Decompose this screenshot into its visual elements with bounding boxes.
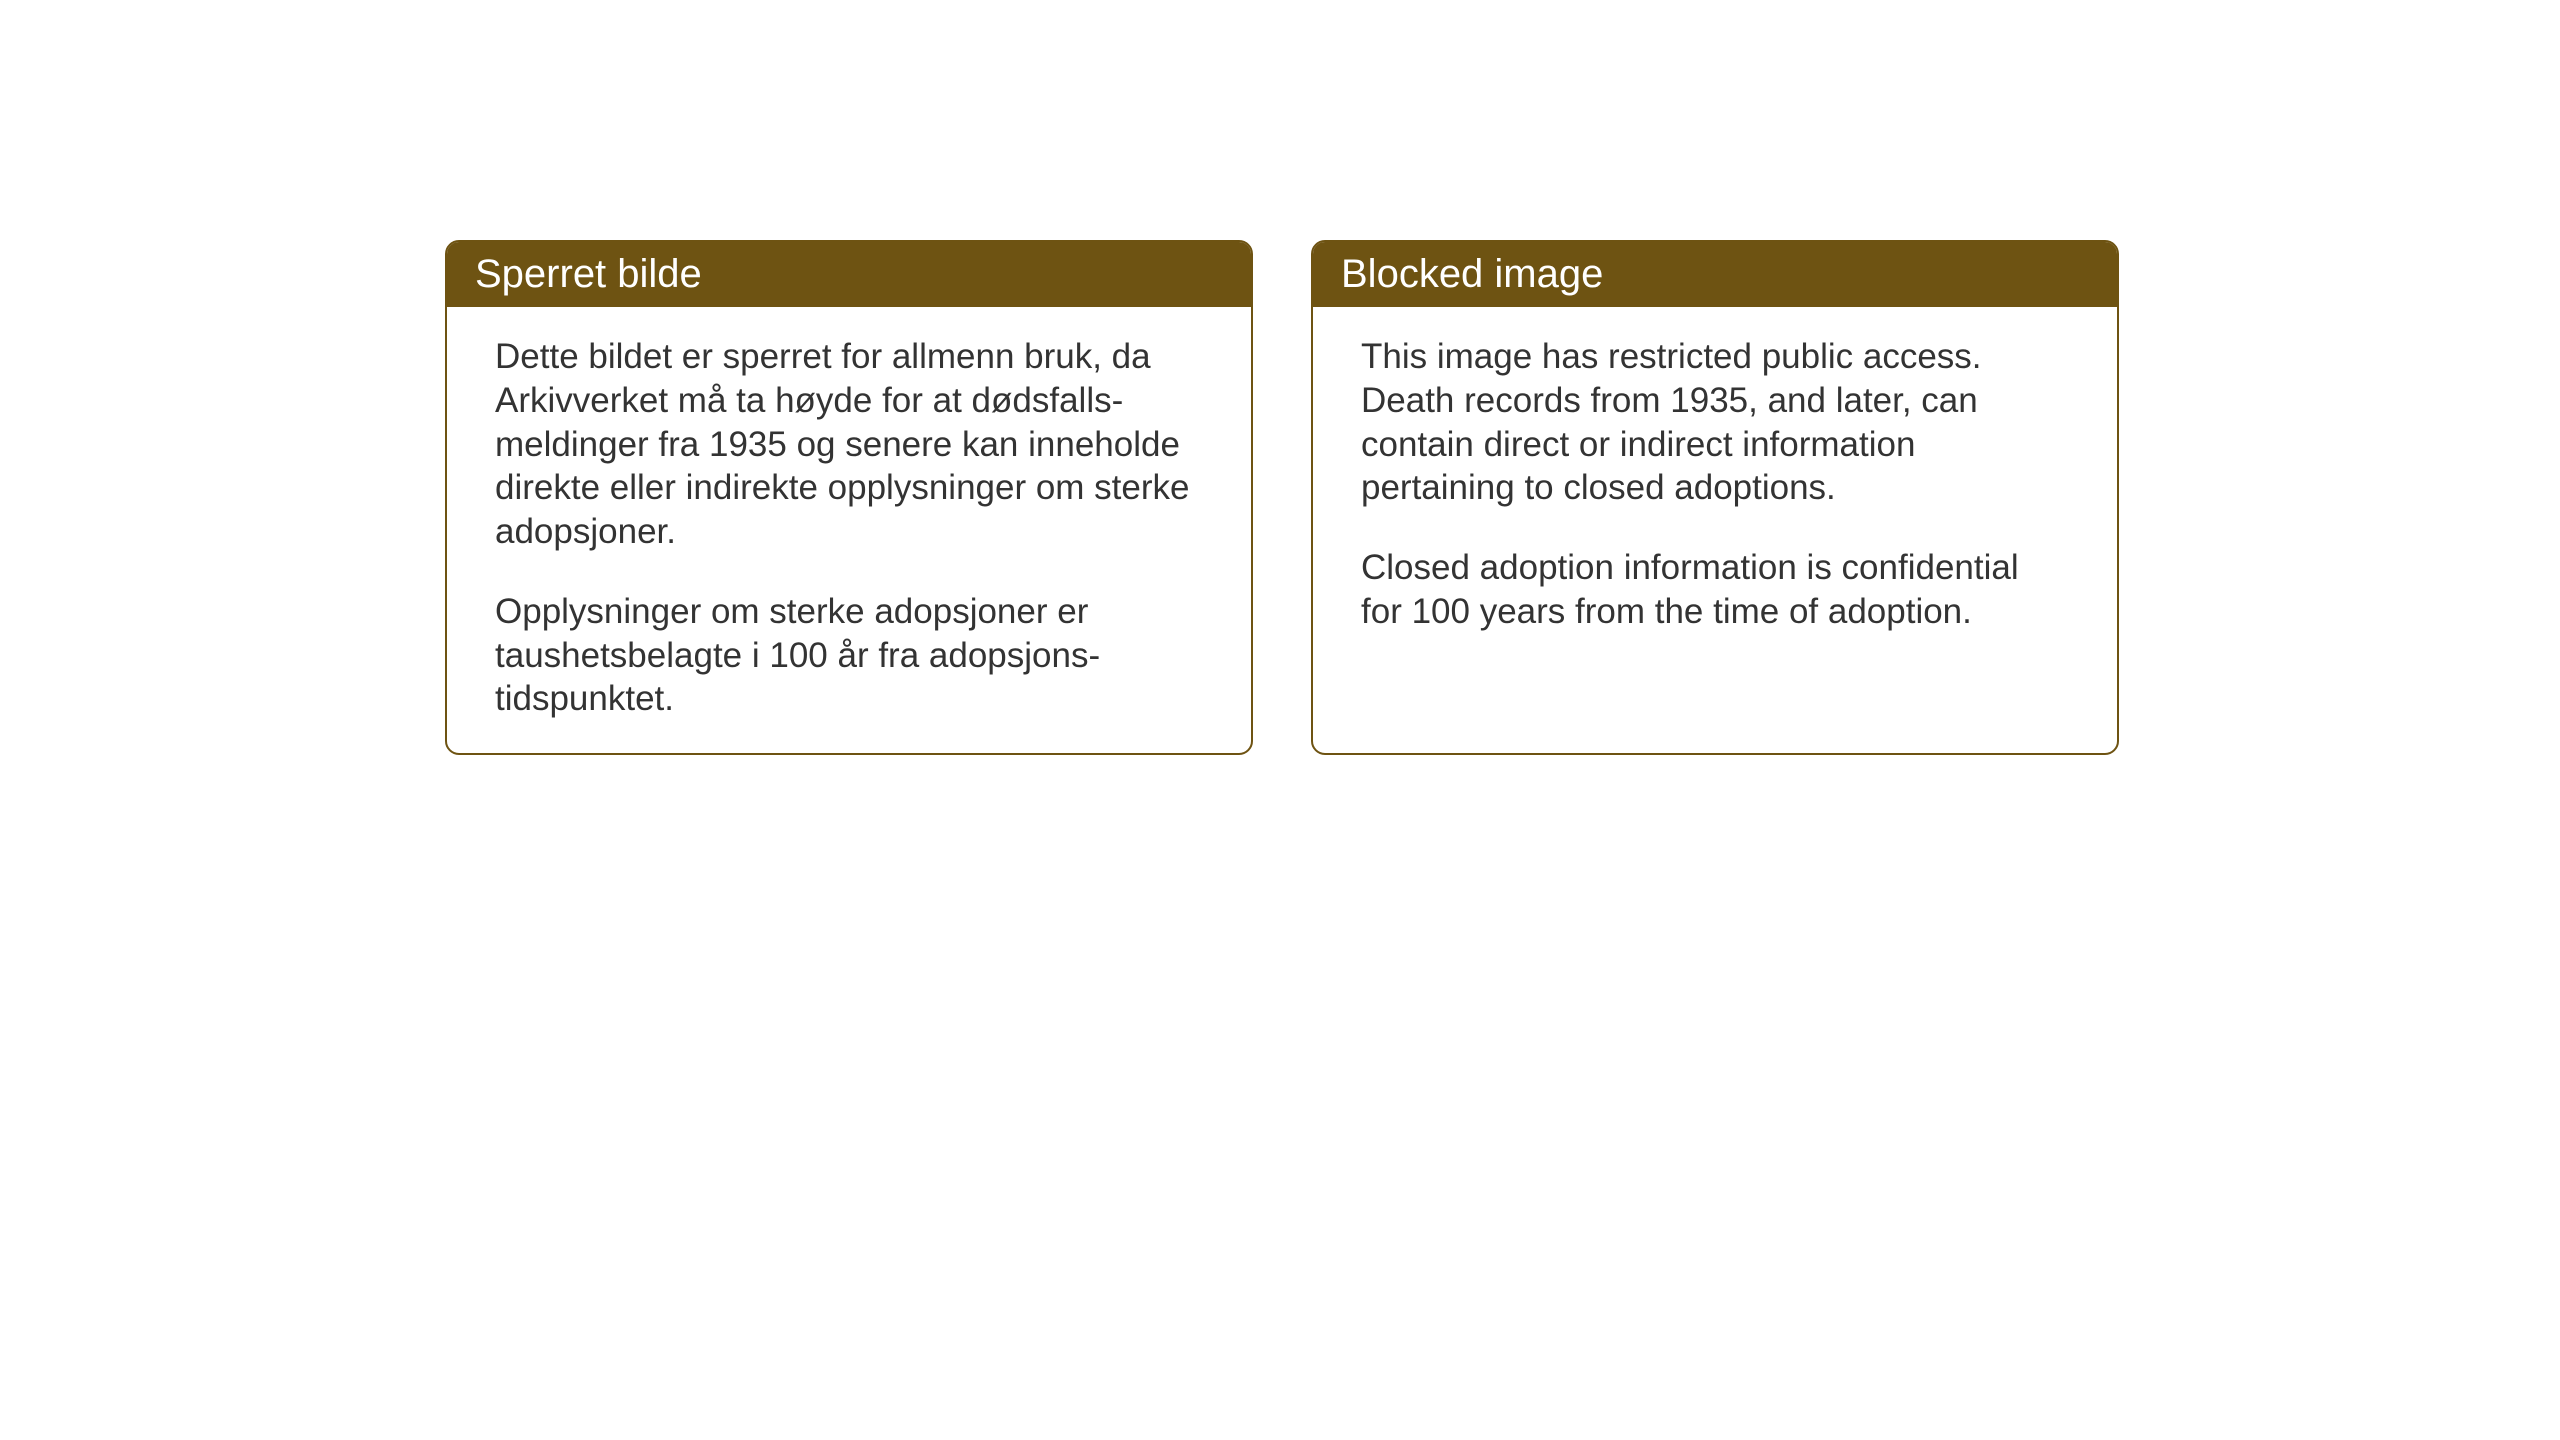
card-paragraph-1-english: This image has restricted public access.… — [1361, 335, 2069, 510]
card-paragraph-1-norwegian: Dette bildet er sperret for allmenn bruk… — [495, 335, 1203, 554]
card-paragraph-2-english: Closed adoption information is confident… — [1361, 546, 2069, 634]
notice-card-english: Blocked image This image has restricted … — [1311, 240, 2119, 755]
notice-card-norwegian: Sperret bilde Dette bildet er sperret fo… — [445, 240, 1253, 755]
card-header-english: Blocked image — [1313, 242, 2117, 307]
card-title-norwegian: Sperret bilde — [475, 252, 702, 296]
card-header-norwegian: Sperret bilde — [447, 242, 1251, 307]
card-body-norwegian: Dette bildet er sperret for allmenn bruk… — [447, 307, 1251, 753]
card-paragraph-2-norwegian: Opplysninger om sterke adopsjoner er tau… — [495, 590, 1203, 721]
notice-cards-container: Sperret bilde Dette bildet er sperret fo… — [445, 240, 2119, 755]
card-body-english: This image has restricted public access.… — [1313, 307, 2117, 666]
card-title-english: Blocked image — [1341, 252, 1603, 296]
